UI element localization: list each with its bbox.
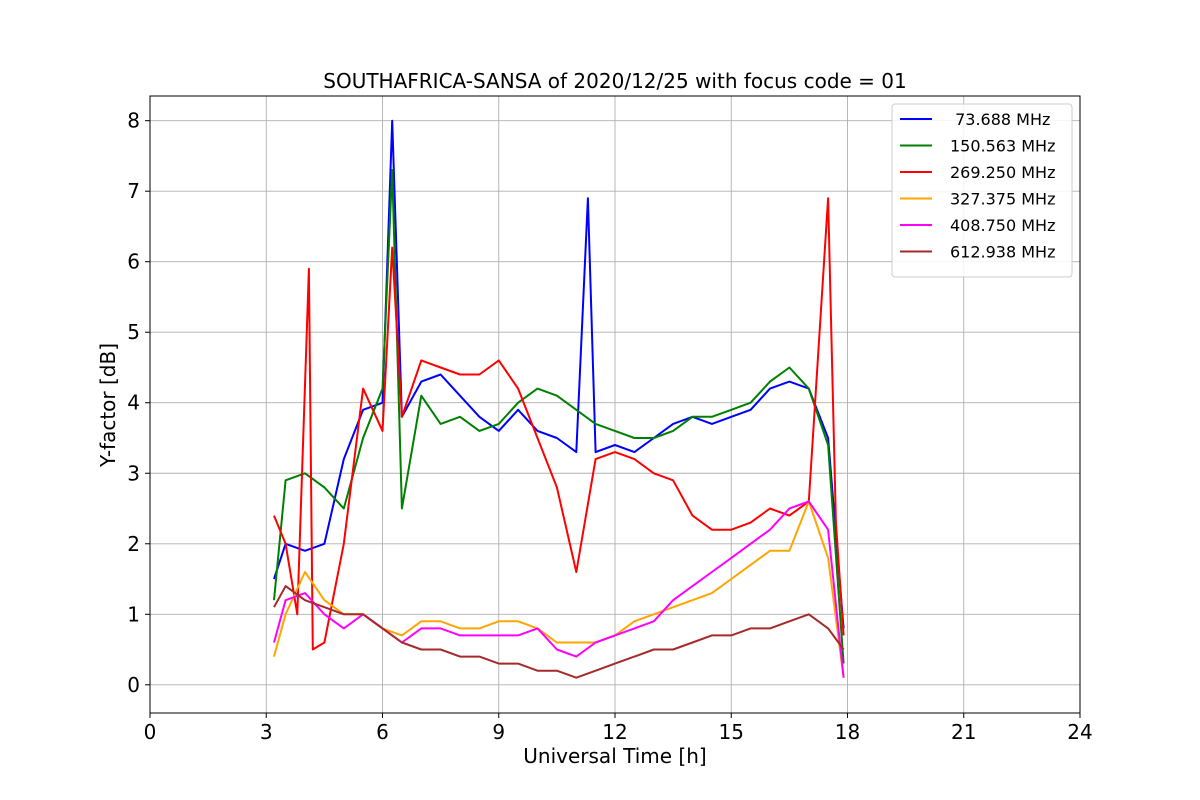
y-tick-label: 0 [127,673,140,697]
x-tick-label: 12 [602,720,627,744]
chart-title: SOUTHAFRICA-SANSA of 2020/12/25 with foc… [323,69,907,93]
legend-label: 150.563 MHz [950,137,1055,156]
legend-label: 73.688 MHz [950,110,1050,129]
legend-label: 327.375 MHz [950,190,1055,209]
y-tick-label: 2 [127,532,140,556]
y-tick-label: 4 [127,391,140,415]
legend-label: 612.938 MHz [950,243,1055,262]
series-line-6 [273,585,845,679]
x-tick-label: 18 [835,720,860,744]
y-axis-label: Y-factor [dB] [96,343,120,468]
legend-label: 408.750 MHz [950,216,1055,235]
series-line-3 [273,197,845,651]
y-axis: 0 1 2 3 4 5 6 7 8 [127,109,150,697]
series-line-1 [273,119,845,629]
x-tick-label: 0 [144,720,157,744]
legend-box [891,103,1073,278]
x-tick-label: 21 [951,720,976,744]
x-tick-label: 9 [492,720,505,744]
y-tick-label: 5 [127,320,140,344]
x-tick-label: 3 [260,720,273,744]
x-tick-label: 24 [1067,720,1092,744]
y-tick-label: 7 [127,179,140,203]
x-axis: 0 3 6 9 12 15 18 21 24 [144,713,1093,744]
y-tick-label: 6 [127,250,140,274]
legend-label: 269.250 MHz [950,163,1055,182]
series-layer [273,119,845,679]
legend: 73.688 MHz 150.563 MHz 269.250 MHz 327.375 … [891,103,1073,278]
x-axis-label: Universal Time [h] [523,744,706,768]
y-tick-label: 1 [127,602,140,626]
y-tick-label: 3 [127,461,140,485]
series-line-2 [273,169,845,664]
x-tick-label: 6 [376,720,389,744]
x-tick-label: 15 [719,720,744,744]
y-tick-label: 8 [127,109,140,133]
